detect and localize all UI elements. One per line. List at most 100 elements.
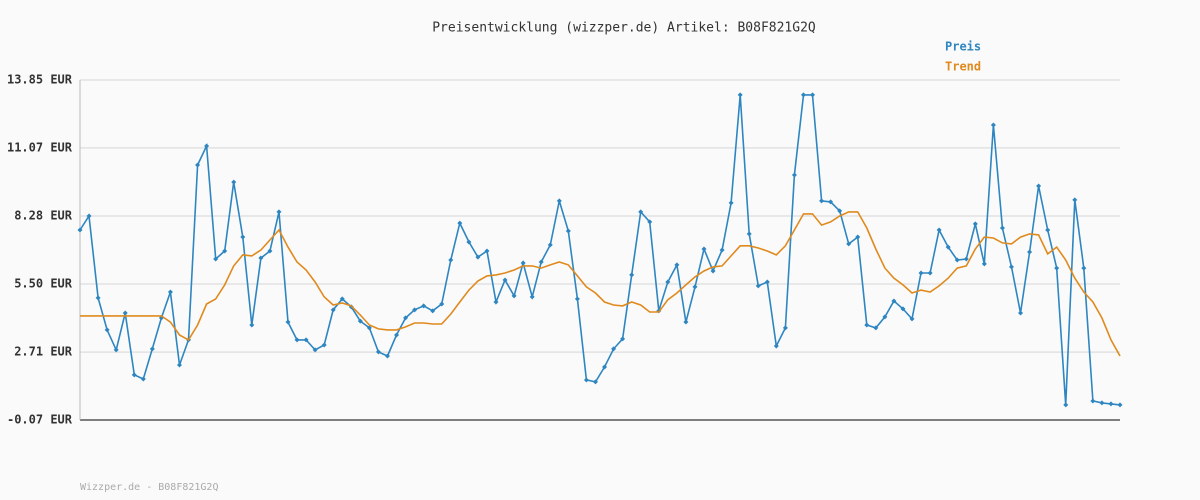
- point-marker: [773, 343, 779, 349]
- legend-label: Preis: [945, 40, 981, 54]
- y-tick-label: 13.85 EUR: [7, 73, 73, 87]
- point-marker: [195, 162, 201, 168]
- point-marker: [999, 225, 1005, 231]
- point-marker: [1036, 183, 1042, 189]
- point-marker: [981, 261, 987, 267]
- point-marker: [782, 325, 788, 331]
- footer: Wizzper.de - B08F821G2Q: [80, 482, 218, 493]
- point-marker: [321, 342, 327, 348]
- point-marker: [990, 122, 996, 128]
- point-marker: [855, 234, 861, 240]
- point-marker: [1099, 400, 1105, 406]
- point-marker: [457, 220, 463, 226]
- chart-title: Preisentwicklung (wizzper.de) Artikel: B…: [432, 21, 816, 36]
- point-marker: [791, 172, 797, 178]
- point-marker: [493, 299, 499, 305]
- point-marker: [240, 234, 246, 240]
- point-marker: [77, 227, 83, 233]
- point-marker: [538, 259, 544, 265]
- point-marker: [683, 319, 689, 325]
- point-marker: [755, 283, 761, 289]
- point-marker: [294, 337, 300, 343]
- point-marker: [873, 325, 879, 331]
- point-marker: [737, 92, 743, 98]
- point-marker: [466, 239, 472, 245]
- point-marker: [213, 256, 219, 262]
- point-marker: [592, 379, 598, 385]
- point-marker: [375, 349, 381, 355]
- point-marker: [484, 248, 490, 254]
- point-marker: [421, 303, 427, 309]
- point-marker: [285, 319, 291, 325]
- y-tick-label: 8.28 EUR: [14, 209, 73, 223]
- series-line: [79, 94, 1121, 406]
- point-marker: [276, 209, 282, 215]
- point-marker: [846, 241, 852, 247]
- point-marker: [1008, 264, 1014, 270]
- point-marker: [900, 306, 906, 312]
- point-marker: [131, 372, 137, 378]
- point-marker: [439, 301, 445, 307]
- y-tick-label: 5.50 EUR: [14, 276, 73, 290]
- point-marker: [746, 231, 752, 237]
- point-marker: [719, 247, 725, 253]
- point-marker: [312, 347, 318, 353]
- point-marker: [583, 377, 589, 383]
- point-marker: [384, 353, 390, 359]
- point-marker: [267, 248, 273, 254]
- point-marker: [665, 279, 671, 285]
- point-marker: [176, 362, 182, 368]
- point-marker: [95, 295, 101, 301]
- point-marker: [1027, 249, 1033, 255]
- point-marker: [448, 257, 454, 263]
- point-marker: [357, 318, 363, 324]
- point-marker: [891, 298, 897, 304]
- point-marker: [1108, 401, 1114, 407]
- point-marker: [800, 92, 806, 98]
- point-marker: [1045, 227, 1051, 233]
- y-tick-label: 2.71 EUR: [14, 345, 73, 359]
- point-marker: [529, 294, 535, 300]
- point-marker: [222, 248, 228, 254]
- y-tick-label: 11.07 EUR: [7, 140, 73, 154]
- point-marker: [249, 322, 255, 328]
- point-marker: [764, 279, 770, 285]
- point-marker: [258, 255, 264, 261]
- point-marker: [674, 262, 680, 268]
- point-marker: [810, 92, 816, 98]
- point-marker: [394, 332, 400, 338]
- point-marker: [647, 219, 653, 225]
- point-marker: [502, 277, 508, 283]
- point-marker: [909, 316, 915, 322]
- point-marker: [104, 327, 110, 333]
- point-marker: [692, 284, 698, 290]
- point-marker: [149, 346, 155, 352]
- point-marker: [231, 179, 237, 185]
- point-marker: [882, 314, 888, 320]
- point-marker: [547, 242, 553, 248]
- point-marker: [1081, 265, 1087, 271]
- point-marker: [140, 376, 146, 382]
- point-marker: [1117, 402, 1123, 408]
- point-marker: [819, 198, 825, 204]
- point-marker: [412, 307, 418, 313]
- point-marker: [556, 198, 562, 204]
- point-marker: [511, 293, 517, 299]
- point-marker: [204, 143, 210, 149]
- point-marker: [954, 257, 960, 263]
- point-marker: [113, 347, 119, 353]
- point-marker: [728, 200, 734, 206]
- point-marker: [339, 296, 345, 302]
- point-marker: [122, 310, 128, 316]
- point-marker: [167, 289, 173, 295]
- y-tick-label: -0.07 EUR: [7, 413, 73, 427]
- point-marker: [475, 254, 481, 260]
- point-marker: [565, 228, 571, 234]
- point-marker: [366, 325, 372, 331]
- point-marker: [837, 208, 843, 214]
- point-marker: [936, 227, 942, 233]
- legend-label: Trend: [945, 60, 981, 74]
- point-marker: [602, 364, 608, 370]
- point-marker: [1018, 310, 1024, 316]
